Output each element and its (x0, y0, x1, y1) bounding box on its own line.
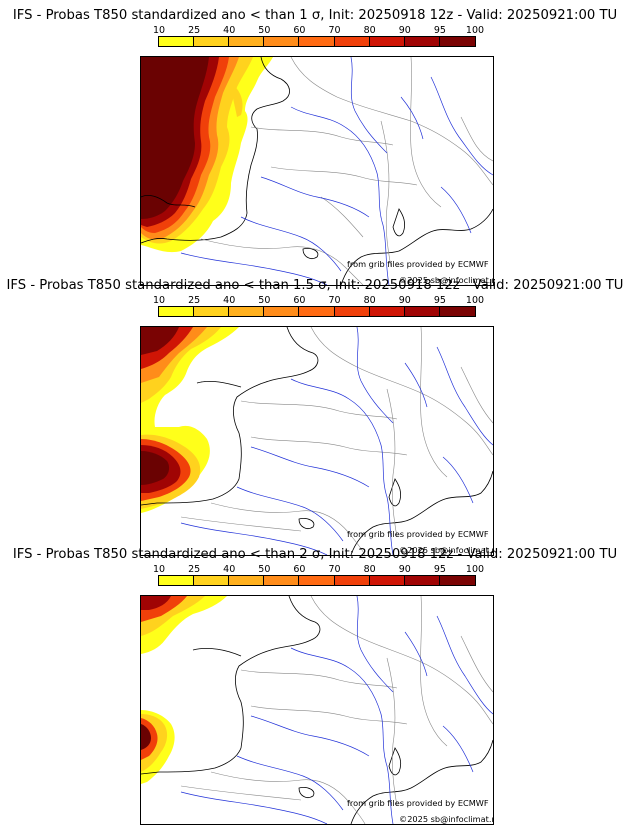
source-credit: from grib files provided by ECMWF (347, 529, 489, 539)
colorbar-segment (194, 37, 230, 46)
colorbar-segment (334, 37, 370, 46)
colorbar-tick-label: 10 (152, 564, 166, 575)
panel-title: IFS - Probas T850 standardized ano < tha… (6, 278, 624, 293)
colorbar-tick-label: 90 (398, 25, 411, 36)
colorbar-segment (264, 576, 300, 585)
copyright-credit: ©2025 sb@infoclimat.net (399, 275, 493, 285)
colorbar-tick-label: 80 (363, 295, 376, 306)
panel-sigma-1: IFS - Probas T850 standardized ano < tha… (0, 8, 630, 286)
colorbar-labels: 10 25 40 50 60 70 80 90 95 100 (153, 564, 484, 575)
probability-field (141, 596, 227, 784)
colorbar-tick-label: 25 (188, 564, 201, 575)
probability-map (141, 596, 493, 824)
colorbar-tick-label: 25 (188, 295, 201, 306)
source-credit: from grib files provided by ECMWF (347, 259, 489, 269)
colorbar (158, 36, 476, 47)
colorbar-labels: 10 25 40 50 60 70 80 90 95 100 (153, 25, 484, 36)
borders (180, 596, 493, 824)
colorbar-tick-label: 90 (398, 564, 411, 575)
colorbar-segment (159, 576, 195, 585)
colorbar-tick-label: 95 (433, 564, 446, 575)
source-credit: from grib files provided by ECMWF (347, 798, 489, 808)
colorbar-tick-label: 50 (258, 295, 271, 306)
colorbar-segment (439, 576, 475, 585)
probability-map (141, 57, 493, 285)
panel-sigma-2: IFS - Probas T850 standardized ano < tha… (0, 547, 630, 825)
colorbar-segment (229, 307, 265, 316)
coastlines (141, 327, 493, 555)
copyright-credit: ©2025 sb@infoclimat.net (399, 814, 493, 824)
colorbar-tick-label: 95 (433, 25, 446, 36)
copyright-credit: ©2025 sb@infoclimat.net (399, 545, 493, 555)
colorbar-tick-label: 25 (188, 25, 201, 36)
panel-sigma-1-5: IFS - Probas T850 standardized ano < tha… (0, 278, 630, 556)
colorbar-segment (369, 307, 405, 316)
colorbar-tick-label: 80 (363, 25, 376, 36)
colorbar-segment (299, 307, 335, 316)
colorbar (158, 306, 476, 317)
panel-title: IFS - Probas T850 standardized ano < tha… (12, 8, 618, 23)
colorbar-segment (159, 37, 195, 46)
colorbar-tick-label: 60 (293, 25, 306, 36)
colorbar-segment (334, 576, 370, 585)
colorbar-tick-label: 40 (223, 295, 236, 306)
colorbar-segment (334, 307, 370, 316)
probability-field (141, 327, 239, 513)
borders (180, 327, 493, 555)
colorbar-segment (404, 37, 440, 46)
colorbar-segment (229, 576, 265, 585)
colorbar-tick-label: 10 (152, 295, 166, 306)
probability-field (141, 57, 273, 253)
colorbar-segment (194, 307, 230, 316)
colorbar-segment (369, 576, 405, 585)
colorbar-segment (299, 37, 335, 46)
colorbar-tick-label: 95 (433, 295, 446, 306)
colorbar-tick-label: 40 (223, 25, 236, 36)
colorbar-segment (229, 37, 265, 46)
panel-title: IFS - Probas T850 standardized ano < tha… (12, 547, 618, 562)
colorbar-tick-label: 70 (328, 295, 341, 306)
colorbar-tick-label: 90 (398, 295, 411, 306)
colorbar-segment (264, 307, 300, 316)
colorbar-tick-label: 100 (465, 295, 485, 306)
colorbar-segment (299, 576, 335, 585)
colorbar-segment (369, 37, 405, 46)
colorbar-segment (404, 307, 440, 316)
colorbar-tick-label: 40 (223, 564, 236, 575)
rivers (180, 57, 493, 285)
borders (200, 57, 493, 285)
colorbar-tick-label: 70 (328, 564, 341, 575)
map-frame: from grib files provided by ECMWF ©2025 … (140, 56, 494, 286)
colorbar-segment (194, 576, 230, 585)
colorbar (158, 575, 476, 586)
colorbar-labels: 10 25 40 50 60 70 80 90 95 100 (153, 295, 484, 306)
colorbar-tick-label: 80 (363, 564, 376, 575)
map-frame: from grib files provided by ECMWF ©2025 … (140, 595, 494, 825)
colorbar-tick-label: 60 (293, 564, 306, 575)
colorbar-segment (439, 37, 475, 46)
map-frame: from grib files provided by ECMWF ©2025 … (140, 326, 494, 556)
colorbar-tick-label: 50 (258, 25, 271, 36)
coastlines (141, 57, 493, 285)
colorbar-tick-label: 100 (465, 564, 485, 575)
colorbar-segment (404, 576, 440, 585)
colorbar-tick-label: 10 (152, 25, 166, 36)
colorbar-tick-label: 100 (465, 25, 485, 36)
rivers (180, 596, 493, 824)
colorbar-tick-label: 70 (328, 25, 341, 36)
coastlines (141, 596, 493, 824)
colorbar-tick-label: 50 (258, 564, 271, 575)
colorbar-tick-label: 60 (293, 295, 306, 306)
colorbar-segment (264, 37, 300, 46)
probability-map (141, 327, 493, 555)
colorbar-segment (439, 307, 475, 316)
rivers (180, 327, 493, 555)
colorbar-segment (159, 307, 195, 316)
